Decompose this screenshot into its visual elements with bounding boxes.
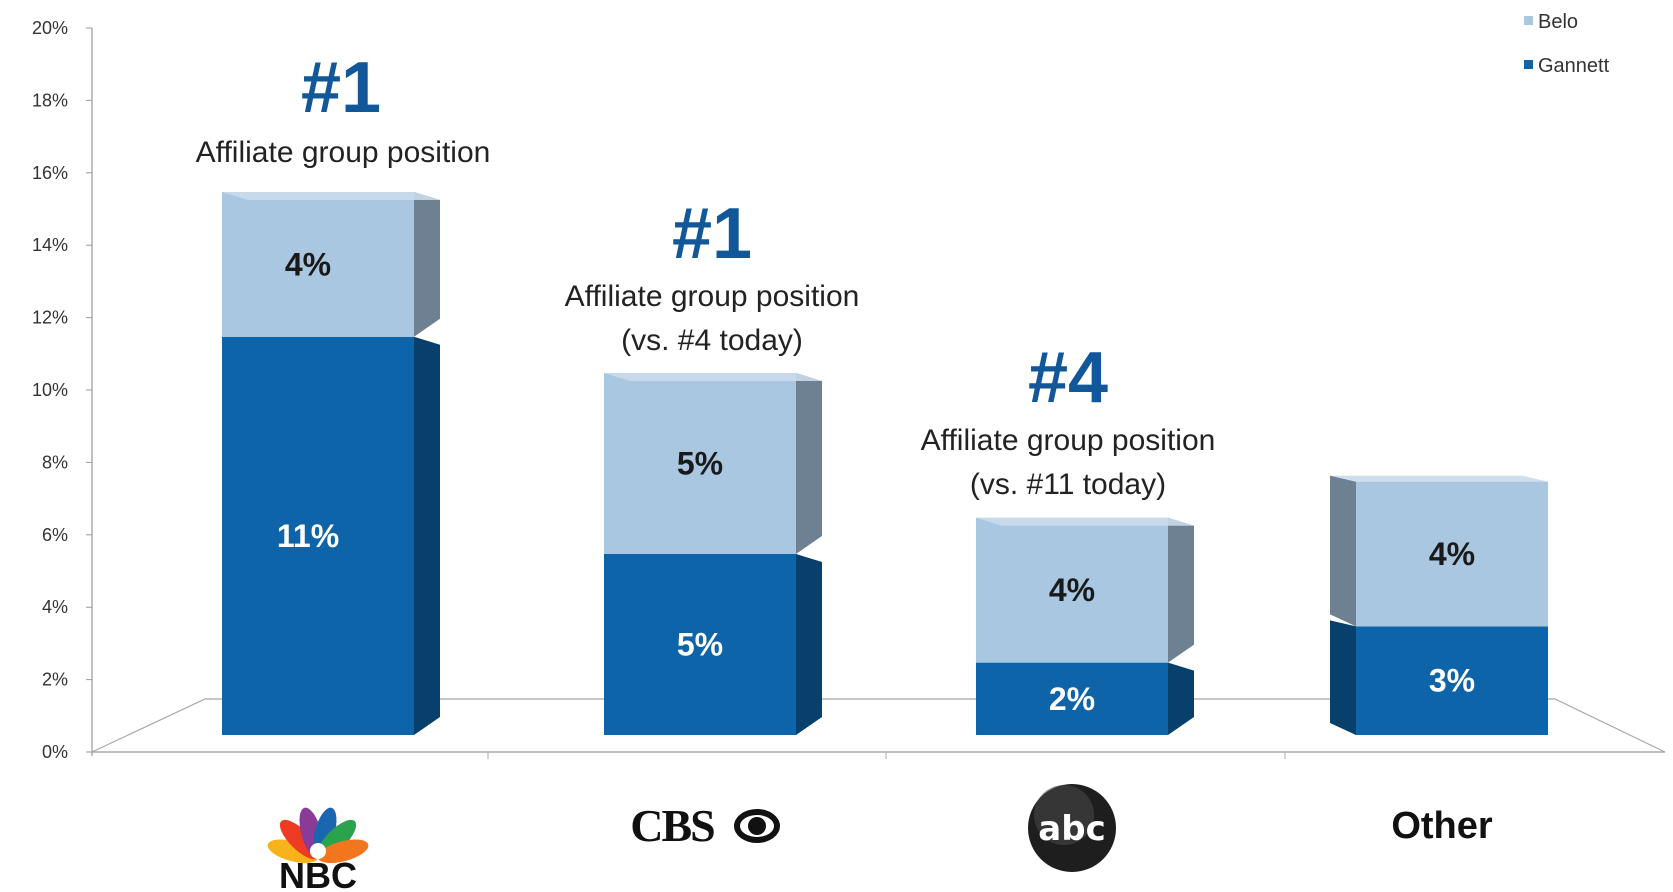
y-tick-label: 14% bbox=[32, 235, 68, 255]
annotations: #1 Affiliate group position #1 Affiliate gr… bbox=[196, 48, 1216, 501]
y-tick-label: 2% bbox=[42, 670, 68, 690]
bar-belo-abc bbox=[976, 517, 1168, 663]
abc-logo-text: abc bbox=[1038, 809, 1105, 849]
category-labels: NBC CBS abc Other bbox=[267, 784, 1493, 892]
annotation-line: Affiliate group position bbox=[921, 424, 1216, 457]
rank-number: #1 bbox=[672, 194, 752, 274]
bar-side-belo-cbs bbox=[796, 373, 822, 554]
y-tick-label: 6% bbox=[42, 525, 68, 545]
category-label-cbs: CBS bbox=[630, 800, 780, 851]
bar-belo-cbs bbox=[604, 373, 796, 554]
category-label-other: Other bbox=[1391, 805, 1493, 847]
y-tick-label: 16% bbox=[32, 163, 68, 183]
bar-gannett-nbc bbox=[222, 336, 414, 735]
bar-value-label-belo-cbs: 5% bbox=[677, 446, 723, 482]
bar-top-abc bbox=[976, 517, 1194, 526]
chart-floor bbox=[91, 698, 1666, 759]
annotation-abc: #4 Affiliate group position (vs. #11 today… bbox=[921, 338, 1216, 501]
annotation-line: (vs. #4 today) bbox=[621, 324, 803, 357]
bar-group-other: 3% 4% bbox=[1330, 475, 1548, 735]
bar-belo-nbc bbox=[222, 192, 414, 337]
bar-group-abc: 2% 4% bbox=[976, 517, 1194, 735]
bar-gannett-other bbox=[1356, 626, 1548, 735]
annotation-nbc: #1 Affiliate group position bbox=[196, 48, 491, 169]
bar-value-label-belo-nbc: 4% bbox=[285, 246, 331, 282]
annotation-line: Affiliate group position bbox=[565, 280, 860, 313]
y-tick-label: 18% bbox=[32, 90, 68, 110]
bar-value-label-gannett-abc: 2% bbox=[1049, 681, 1095, 717]
peacock-body bbox=[310, 843, 326, 859]
legend-label: Belo bbox=[1538, 11, 1578, 33]
bar-belo-other bbox=[1356, 481, 1548, 627]
y-tick-label: 20% bbox=[32, 18, 68, 38]
bar-top-nbc bbox=[222, 192, 440, 200]
bar-gannett-cbs bbox=[604, 554, 796, 735]
y-tick-label: 4% bbox=[42, 597, 68, 617]
bar-side-belo-abc bbox=[1168, 517, 1194, 663]
bar-side-gannett-nbc bbox=[414, 336, 440, 735]
bar-side-belo-other bbox=[1330, 475, 1356, 627]
eye-pupil bbox=[748, 817, 766, 835]
y-tick-label: 0% bbox=[42, 742, 68, 762]
bar-value-label-gannett-nbc: 11% bbox=[277, 518, 339, 554]
bar-top-other bbox=[1330, 475, 1548, 482]
bars: 11% 4% 5% 5% 2% 4% 3% 4% bbox=[222, 192, 1548, 735]
legend-item-gannett: Gannett bbox=[1524, 55, 1610, 77]
bar-gannett-abc bbox=[976, 662, 1168, 735]
annotation-cbs: #1 Affiliate group position (vs. #4 today) bbox=[565, 194, 860, 357]
nbc-peacock-icon bbox=[267, 807, 369, 864]
abc-disc-highlight bbox=[1034, 785, 1094, 845]
bar-side-gannett-cbs bbox=[796, 554, 822, 735]
y-axis: 0% 2% 4% 6% 8% 10% 12% 14% 16% 18% 20% bbox=[32, 18, 93, 762]
legend-label: Gannett bbox=[1538, 55, 1610, 77]
bar-top-cbs bbox=[604, 373, 822, 381]
category-label-abc: abc bbox=[1028, 784, 1116, 872]
bar-group-cbs: 5% 5% bbox=[604, 373, 822, 735]
bar-value-label-gannett-other: 3% bbox=[1429, 663, 1475, 699]
annotation-line: Affiliate group position bbox=[196, 136, 491, 169]
peacock-feather bbox=[317, 839, 369, 864]
y-tick-label: 10% bbox=[32, 380, 68, 400]
abc-circle-icon bbox=[1028, 784, 1116, 872]
annotation-line: (vs. #11 today) bbox=[970, 468, 1166, 501]
category-text: Other bbox=[1391, 805, 1493, 847]
bar-side-gannett-abc bbox=[1168, 662, 1194, 735]
y-tick-label: 12% bbox=[32, 308, 68, 328]
bar-value-label-gannett-cbs: 5% bbox=[677, 627, 723, 663]
y-tick-label: 8% bbox=[42, 452, 68, 472]
bar-side-gannett-other bbox=[1330, 620, 1356, 735]
bar-value-label-belo-other: 4% bbox=[1429, 536, 1475, 572]
rank-number: #1 bbox=[301, 48, 381, 128]
legend-item-belo: Belo bbox=[1524, 11, 1578, 33]
bar-side-belo-nbc bbox=[414, 192, 440, 337]
cbs-logo-text: CBS bbox=[630, 800, 714, 851]
legend: Belo Gannett bbox=[1524, 11, 1610, 77]
nbc-logo-text: NBC bbox=[279, 855, 357, 892]
legend-swatch bbox=[1524, 60, 1533, 69]
category-label-nbc: NBC bbox=[267, 807, 369, 892]
rank-number: #4 bbox=[1028, 338, 1108, 418]
legend-swatch bbox=[1524, 16, 1533, 25]
bar-value-label-belo-abc: 4% bbox=[1049, 572, 1095, 608]
cbs-eye-icon bbox=[734, 809, 780, 843]
bar-group-nbc: 11% 4% bbox=[222, 192, 440, 735]
